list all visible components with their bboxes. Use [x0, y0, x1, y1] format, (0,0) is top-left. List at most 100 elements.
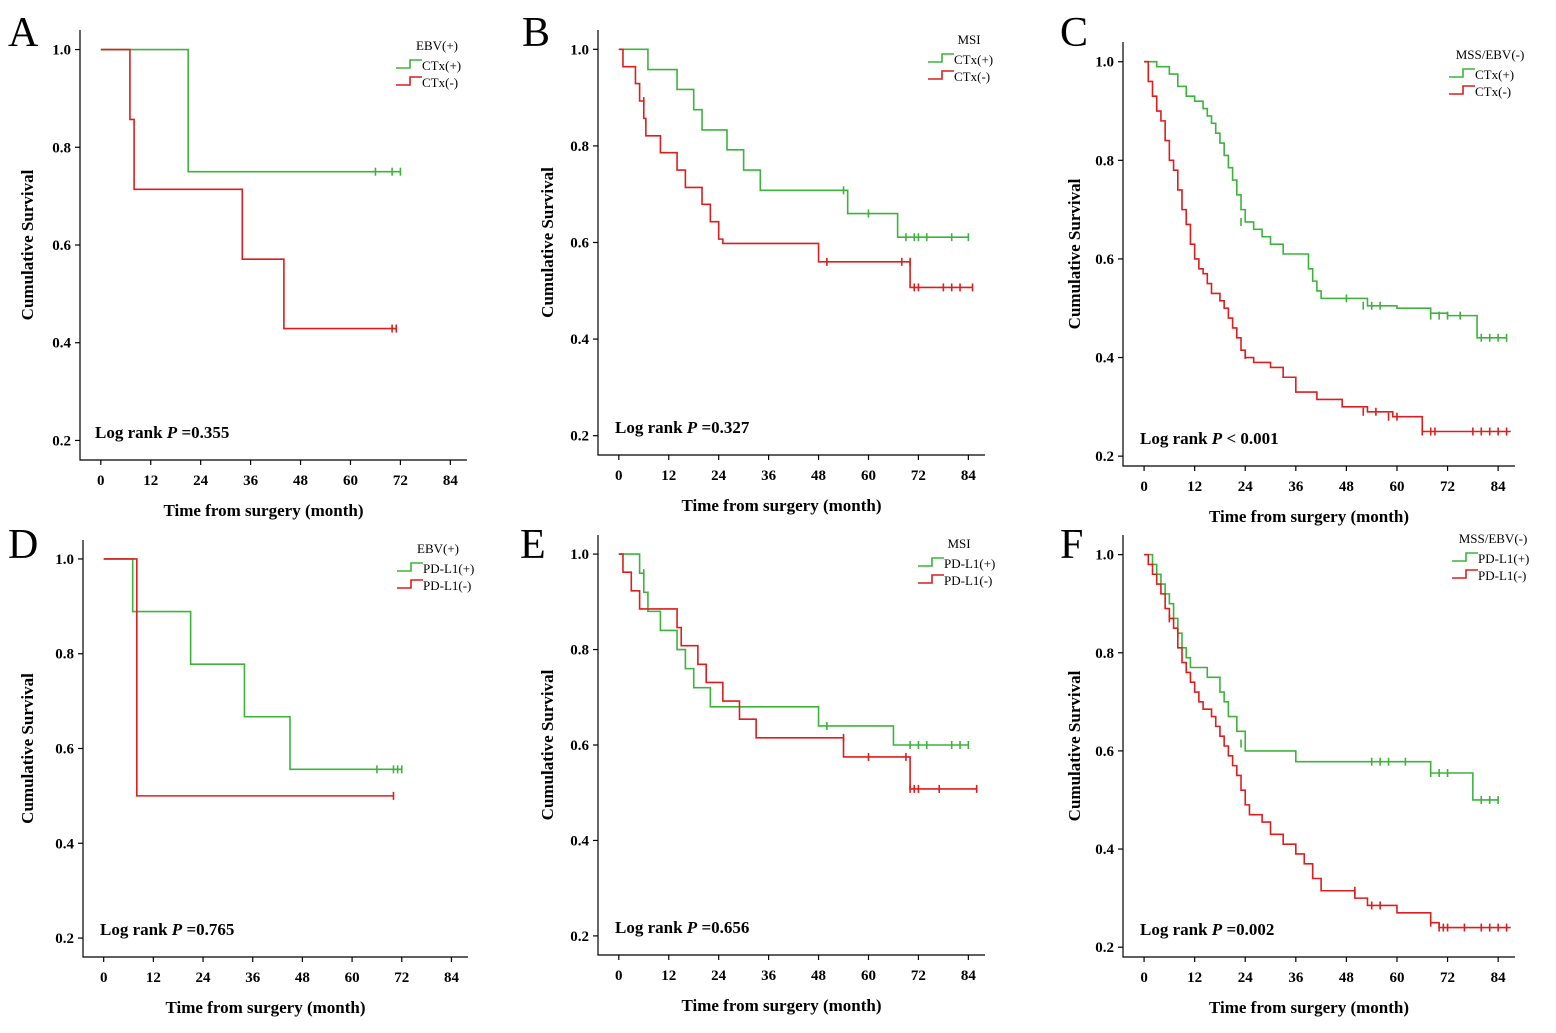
survival-curve	[618, 48, 973, 289]
pvalue-text: Log rank P =0.327	[615, 418, 750, 437]
survival-curve	[103, 558, 394, 797]
panel-letter: D	[8, 522, 38, 568]
y-tick-label: 0.4	[1095, 842, 1114, 858]
y-tick-label: 0.6	[1095, 744, 1114, 760]
legend-label: CTx(-)	[1475, 84, 1511, 99]
x-tick-label: 60	[861, 968, 876, 984]
survival-curve	[1144, 553, 1511, 929]
survival-curve	[618, 553, 977, 790]
y-tick-label: 0.2	[52, 433, 71, 449]
legend-label: PD-L1(+)	[423, 561, 474, 576]
x-axis-title: Time from surgery (month)	[681, 496, 881, 515]
x-tick-label: 36	[761, 468, 777, 484]
y-tick-label: 0.6	[52, 238, 71, 254]
x-axis-title: Time from surgery (month)	[1209, 998, 1409, 1017]
panel-letter: F	[1060, 522, 1083, 568]
x-tick-label: 12	[661, 968, 676, 984]
survival-curve	[1144, 60, 1507, 339]
y-axis-title: Cumulative Survival	[18, 169, 37, 320]
y-tick-label: 1.0	[570, 547, 589, 563]
legend-swatch	[1452, 552, 1478, 562]
legend-label: PD-L1(+)	[1478, 551, 1529, 566]
y-tick-label: 1.0	[55, 552, 74, 568]
x-tick-label: 48	[811, 468, 826, 484]
survival-curve	[103, 558, 402, 771]
axis-frame	[82, 540, 468, 958]
y-tick-label: 0.2	[570, 929, 589, 945]
x-tick-label: 0	[100, 970, 108, 986]
axis-frame	[1122, 535, 1515, 958]
x-tick-label: 60	[343, 473, 358, 489]
x-tick-label: 24	[193, 473, 209, 489]
legend-swatch	[1449, 68, 1475, 78]
legend-swatch	[1449, 85, 1475, 95]
x-tick-label: 0	[97, 473, 105, 489]
y-tick-label: 1.0	[570, 42, 589, 58]
x-tick-label: 48	[293, 473, 308, 489]
legend-title: MSI	[947, 536, 970, 551]
axis-frame	[79, 30, 467, 461]
x-tick-label: 24	[1238, 970, 1254, 986]
y-tick-label: 0.4	[1095, 351, 1114, 367]
panel-letter: A	[8, 10, 39, 56]
x-tick-label: 72	[911, 468, 926, 484]
x-tick-label: 48	[1339, 970, 1354, 986]
legend-swatch	[396, 76, 422, 86]
x-tick-label: 24	[196, 970, 212, 986]
x-tick-label: 84	[1491, 479, 1507, 495]
y-tick-label: 0.2	[1095, 449, 1114, 465]
y-tick-label: 0.6	[570, 738, 589, 754]
x-tick-label: 60	[1389, 479, 1404, 495]
legend-swatch	[928, 53, 954, 63]
y-axis-title: Cumulative Survival	[1065, 178, 1084, 329]
panel-c: C 0.2 0.4 0.6 0.8 1.0 0 12 24 36 48 60 72 84 Time from…	[1060, 10, 1524, 526]
x-tick-label: 48	[295, 970, 310, 986]
y-tick-label: 0.4	[570, 332, 589, 348]
x-tick-label: 60	[1389, 970, 1404, 986]
x-tick-label: 84	[961, 968, 977, 984]
y-tick-label: 0.8	[52, 140, 71, 156]
x-tick-label: 36	[1288, 479, 1304, 495]
survival-curve	[618, 48, 969, 238]
x-tick-label: 72	[394, 970, 409, 986]
pvalue-text: Log rank P =0.765	[100, 920, 234, 939]
pvalue-text: Log rank P =0.656	[615, 918, 749, 937]
x-tick-label: 72	[1440, 970, 1455, 986]
survival-curve	[1144, 60, 1511, 433]
x-tick-label: 12	[146, 970, 161, 986]
y-tick-label: 1.0	[52, 43, 71, 59]
axis-frame	[597, 30, 985, 456]
x-tick-label: 84	[444, 970, 460, 986]
legend-title: EBV(+)	[416, 38, 458, 53]
y-tick-label: 0.8	[1095, 646, 1114, 662]
legend-swatch	[918, 574, 944, 584]
y-tick-label: 0.6	[1095, 252, 1114, 268]
x-tick-label: 12	[1187, 970, 1202, 986]
legend-swatch	[397, 579, 423, 589]
legend-swatch	[928, 70, 954, 80]
y-tick-label: 0.8	[570, 643, 589, 659]
panel-a: A 0.2 0.4 0.6 0.8 1.0 0 12 24 36 48 60 72 84 Time from…	[8, 10, 467, 520]
legend-label: PD-L1(-)	[423, 578, 471, 593]
panel-letter: C	[1060, 10, 1088, 56]
survival-curve	[100, 48, 397, 330]
x-tick-label: 0	[615, 968, 623, 984]
x-tick-label: 60	[345, 970, 360, 986]
x-tick-label: 48	[1339, 479, 1354, 495]
x-tick-label: 24	[711, 468, 727, 484]
x-tick-label: 12	[143, 473, 158, 489]
axis-frame	[1122, 42, 1515, 467]
x-tick-label: 72	[911, 968, 926, 984]
legend-swatch	[1452, 569, 1478, 579]
y-tick-label: 0.2	[1095, 940, 1114, 956]
x-tick-label: 84	[1491, 970, 1507, 986]
panel-b: B 0.2 0.4 0.6 0.8 1.0 0 12 24 36 48 60 72 84 Time from…	[522, 10, 993, 515]
x-axis-title: Time from surgery (month)	[1209, 507, 1409, 526]
x-tick-label: 36	[1288, 970, 1304, 986]
x-tick-label: 84	[961, 468, 977, 484]
x-tick-label: 72	[393, 473, 408, 489]
x-tick-label: 36	[243, 473, 259, 489]
legend-title: MSI	[957, 32, 980, 47]
survival-curve	[1144, 553, 1499, 801]
